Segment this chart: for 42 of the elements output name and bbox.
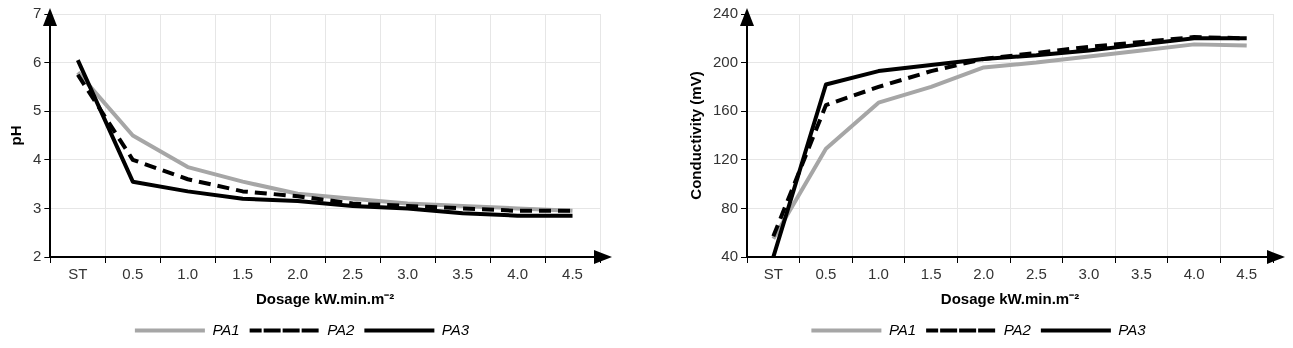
y-tick-label: 80: [721, 198, 739, 216]
y-tick-label: 5: [33, 101, 42, 119]
x-axis-title: Dosage kW.min.m⁻²: [940, 290, 1080, 308]
x-tick-label: ST: [763, 265, 783, 283]
x-tick-label: 3.0: [1078, 265, 1100, 283]
x-tick-label: 2.5: [1025, 265, 1047, 283]
y-axis-title: Conductivity (mV): [687, 71, 705, 200]
y-tick-label: 4: [33, 149, 42, 167]
x-tick-label: 2.0: [973, 265, 995, 283]
legend-label: PA1: [888, 320, 917, 338]
legend-label: PA3: [441, 320, 470, 338]
y-axis-title: pH: [7, 125, 25, 146]
y-tick-label: 160: [713, 101, 739, 119]
y-tick-label: 40: [721, 247, 739, 265]
x-tick-label: 3.5: [1131, 265, 1152, 283]
x-tick-label: 4.0: [1183, 265, 1205, 283]
x-axis-title: Dosage kW.min.m⁻²: [255, 290, 395, 308]
x-tick-label: 1.0: [868, 265, 889, 283]
x-tick-label: 1.5: [232, 265, 254, 283]
y-tick-label: 240: [713, 4, 739, 22]
x-tick-label: 0.5: [122, 265, 144, 283]
y-tick-label: 7: [33, 4, 42, 22]
legend-label: PA3: [1118, 320, 1147, 338]
y-tick-label: 6: [33, 52, 42, 70]
x-tick-label: 2.0: [287, 265, 309, 283]
x-tick-label: 2.5: [342, 265, 364, 283]
legend-label: PA2: [327, 320, 356, 338]
y-tick-label: 3: [33, 198, 42, 216]
x-tick-label: 4.5: [1236, 265, 1258, 283]
x-tick-label: 0.5: [815, 265, 837, 283]
legend-label: PA2: [1003, 320, 1032, 338]
y-tick-label: 120: [713, 149, 739, 167]
x-tick-label: 1.0: [177, 265, 199, 283]
y-tick-label: 200: [713, 52, 739, 70]
legend-label: PA1: [212, 320, 240, 338]
x-tick-label: 4.0: [507, 265, 528, 283]
x-tick-label: 1.5: [920, 265, 942, 283]
x-tick-label: 4.5: [562, 265, 583, 283]
x-tick-label: 3.5: [452, 265, 474, 283]
x-tick-label: ST: [68, 265, 88, 283]
x-tick-label: 3.0: [397, 265, 419, 283]
y-tick-label: 2: [33, 247, 42, 265]
